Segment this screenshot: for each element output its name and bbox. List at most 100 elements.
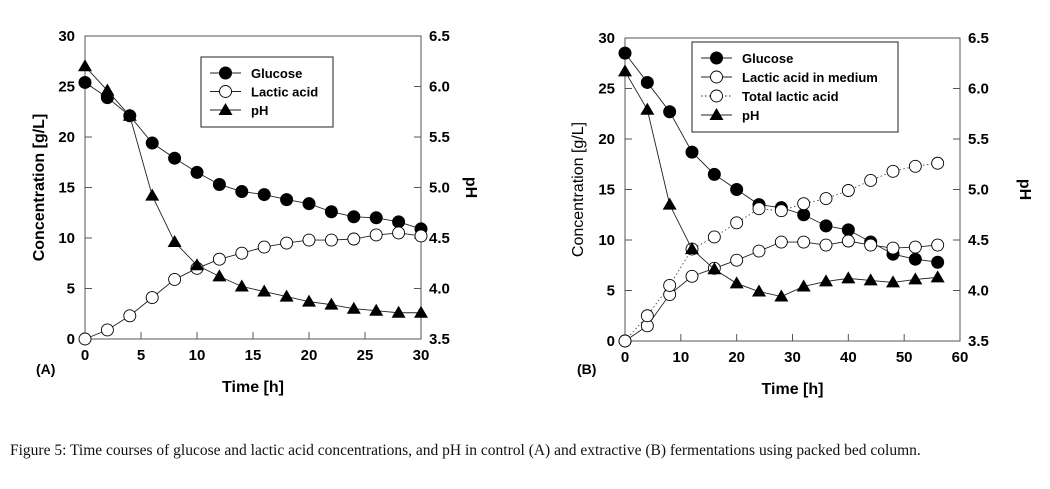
y-tick-label: 15 — [598, 182, 615, 199]
y-tick-label: 20 — [598, 131, 615, 148]
data-point — [841, 184, 855, 197]
data-point — [212, 252, 226, 266]
data-point — [797, 208, 811, 222]
data-point — [685, 145, 699, 159]
data-point — [302, 294, 316, 307]
data-point — [212, 269, 227, 282]
data-point — [190, 258, 204, 271]
legend-label: Total lactic acid — [742, 89, 839, 104]
data-point — [908, 252, 922, 266]
x-tick-label: 15 — [245, 347, 262, 364]
panel-label: (B) — [577, 361, 596, 377]
data-point — [663, 105, 677, 119]
data-point — [391, 305, 406, 318]
data-point — [257, 240, 271, 254]
legend-label: Glucose — [742, 51, 793, 66]
legend-label: Lactic acid in medium — [742, 70, 878, 85]
data-point — [280, 236, 294, 250]
x-axis-title: Time [h] — [762, 381, 824, 398]
data-point — [752, 244, 766, 258]
data-point — [392, 215, 406, 229]
data-point — [324, 297, 339, 310]
legend-marker — [710, 89, 723, 103]
series-line — [84, 65, 421, 314]
y2-tick-label: 6.0 — [968, 81, 989, 98]
data-point — [931, 255, 945, 269]
chart-panel-a: 0 5 10 15 20 25 300510152025303.54.04.55.05.56… — [31, 28, 479, 396]
data-point — [819, 192, 833, 206]
x-tick-label: 40 — [840, 349, 857, 366]
series-line — [84, 82, 422, 230]
y-tick-label: 30 — [598, 30, 615, 47]
data-point — [234, 279, 249, 292]
data-point — [707, 230, 721, 244]
legend-label: Lactic acid — [251, 85, 318, 100]
y2-tick-label: 3.5 — [429, 331, 450, 348]
data-point — [168, 151, 182, 165]
y-tick-label: 10 — [58, 230, 75, 247]
data-point — [662, 197, 677, 210]
y2-tick-label: 3.5 — [968, 333, 989, 350]
series-line — [624, 162, 938, 342]
y2-tick-label: 5.5 — [429, 129, 450, 146]
x-tick-label: 20 — [728, 349, 745, 366]
x-tick-label: 60 — [952, 349, 969, 366]
y-tick-label: 25 — [598, 81, 615, 98]
data-point — [618, 46, 632, 60]
data-point — [797, 235, 811, 249]
data-point — [730, 183, 744, 196]
data-point — [640, 309, 654, 323]
y2-tick-label: 6.5 — [429, 28, 450, 45]
data-point — [707, 262, 722, 275]
series-ph — [78, 59, 428, 318]
data-point — [841, 234, 855, 248]
data-point — [145, 136, 159, 150]
data-point — [100, 83, 115, 96]
y-tick-label: 0 — [607, 333, 615, 350]
data-point — [347, 232, 361, 246]
y2-axis-title: pH — [1016, 179, 1033, 200]
data-point — [145, 291, 159, 305]
data-point — [707, 167, 721, 181]
figure-canvas: 0 5 10 15 20 25 300510152025303.54.04.55.05.56… — [31, 28, 1033, 398]
series-lactic-acid — [78, 226, 428, 346]
y2-tick-label: 6.5 — [968, 30, 989, 47]
data-point — [302, 197, 316, 211]
data-point — [864, 238, 878, 252]
y-axis-title: Concentration [g/L] — [570, 122, 587, 257]
legend-entry: Glucose — [701, 51, 793, 66]
y2-tick-label: 4.0 — [968, 283, 989, 300]
y-tick-label: 0 — [67, 331, 75, 348]
data-point — [190, 165, 204, 179]
legend-marker — [709, 108, 724, 120]
legend-marker — [219, 85, 232, 98]
x-tick-label: 5 — [137, 347, 145, 364]
data-point — [324, 205, 338, 219]
data-point — [819, 274, 833, 287]
legend-marker — [218, 103, 233, 115]
data-point — [257, 284, 272, 297]
data-point — [796, 279, 811, 292]
y-tick-label: 15 — [58, 180, 75, 197]
legend-entry: pH — [701, 108, 759, 123]
data-point — [78, 75, 92, 89]
data-point — [886, 164, 900, 178]
data-point — [752, 284, 766, 297]
data-point — [618, 334, 632, 348]
x-tick-label: 30 — [413, 347, 430, 364]
x-axis-title: Time [h] — [222, 379, 284, 396]
x-tick-label: 0 — [621, 349, 629, 366]
data-point — [752, 202, 766, 216]
y-tick-label: 10 — [598, 232, 615, 249]
legend-label: pH — [251, 103, 268, 118]
data-point — [235, 185, 249, 199]
data-point — [730, 216, 744, 230]
data-point — [302, 233, 316, 247]
x-tick-label: 30 — [784, 349, 801, 366]
data-point — [908, 159, 922, 173]
data-point — [257, 188, 271, 202]
legend-label: pH — [742, 108, 759, 123]
data-point — [930, 270, 945, 283]
chart-panel-b: 0 10 20 30 40 50 60 0 5 10 15 20 25 30 3.5 4.0 4.5 5.0 5.5… — [570, 30, 1033, 398]
data-point — [369, 228, 383, 242]
